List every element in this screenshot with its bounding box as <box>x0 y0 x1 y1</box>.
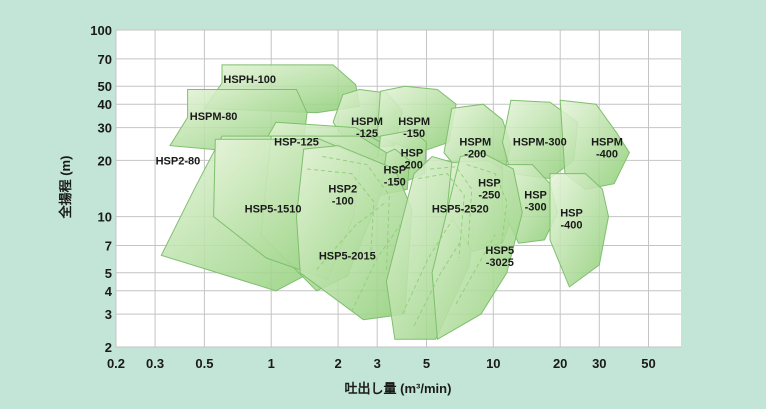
dashed-curve <box>351 224 401 312</box>
y-tick-label: 7 <box>105 239 112 254</box>
y-tick-label: 70 <box>98 52 112 67</box>
y-tick-label: 30 <box>98 121 112 136</box>
y-tick-label: 3 <box>105 307 112 322</box>
model-label: -100 <box>332 195 354 207</box>
y-tick-label: 2 <box>105 340 112 355</box>
region-hsp5-3025 <box>431 152 523 341</box>
model-label: -250 <box>478 190 500 202</box>
x-tick-label: 5 <box>423 356 430 371</box>
x-tick-label: 10 <box>486 356 500 371</box>
dashed-curve <box>413 239 462 326</box>
y-tick-label: 100 <box>90 23 112 38</box>
model-label: -150 <box>403 128 425 140</box>
pump-regions <box>160 64 630 341</box>
x-axis-title: 吐出し量 (m³/min) <box>345 381 452 396</box>
model-label: HSP <box>524 190 547 202</box>
model-label: -200 <box>401 160 423 172</box>
y-tick-label: 10 <box>98 210 112 225</box>
region-hsp-400 <box>549 173 610 288</box>
model-label: HSP2 <box>328 183 357 195</box>
model-label: HSP-125 <box>274 137 319 149</box>
model-label: HSP5-1510 <box>245 204 302 216</box>
model-label: HSP <box>478 178 501 190</box>
y-axis-title: 全揚程 (m) <box>58 156 73 220</box>
dashed-curve <box>316 201 387 270</box>
x-tick-label: 0.5 <box>195 356 213 371</box>
model-label: HSP5-2015 <box>319 250 376 262</box>
x-tick-label: 0.2 <box>107 356 125 371</box>
dashed-curve <box>307 168 375 259</box>
x-tick-label: 0.3 <box>146 356 164 371</box>
model-label: -400 <box>560 220 582 232</box>
model-label: HSPM-80 <box>190 111 238 123</box>
dashed-curve <box>455 234 496 305</box>
model-label: HSP <box>401 148 424 160</box>
y-tick-label: 5 <box>105 266 112 281</box>
model-label: -400 <box>596 149 618 161</box>
model-label: -125 <box>356 128 378 140</box>
dashed-curve <box>402 220 453 315</box>
x-tick-label: 1 <box>268 356 275 371</box>
dashed-curve <box>322 156 390 273</box>
model-label: HSPM <box>591 137 623 149</box>
tick-labels: 0.2 0.3 0.5 1 2 3 5 10 20 30 50 2 3 4 5 7 10 20 30 40 50 70 10… <box>90 23 655 371</box>
model-label: HSPM <box>351 116 383 128</box>
model-label: -3025 <box>486 257 514 269</box>
x-tick-label: 30 <box>592 356 606 371</box>
model-label: HSPM-300 <box>513 137 567 149</box>
x-tick-label: 3 <box>374 356 381 371</box>
y-tick-label: 50 <box>98 79 112 94</box>
x-tick-label: 50 <box>641 356 655 371</box>
model-label: HSPM <box>459 137 491 149</box>
region-hspm-300 <box>501 99 579 180</box>
model-label: -150 <box>384 177 406 189</box>
y-tick-label: 4 <box>105 284 113 299</box>
model-label: HSP <box>560 208 583 220</box>
dashed-curve <box>418 173 465 259</box>
y-tick-label: 20 <box>98 153 112 168</box>
model-label: HSP2-80 <box>156 156 201 168</box>
model-label: HSP5 <box>485 245 514 257</box>
dashed-sub-curves <box>307 156 508 326</box>
dashed-curve <box>466 164 508 252</box>
model-label: HSPM <box>398 116 430 128</box>
model-label: -200 <box>464 149 486 161</box>
model-label: -300 <box>525 202 547 214</box>
y-tick-label: 40 <box>98 97 112 112</box>
model-label: HSPH-100 <box>223 74 276 86</box>
model-label: HSP <box>383 165 406 177</box>
x-tick-label: 20 <box>553 356 567 371</box>
model-label: HSP5-2520 <box>432 204 489 216</box>
x-tick-label: 2 <box>334 356 341 371</box>
